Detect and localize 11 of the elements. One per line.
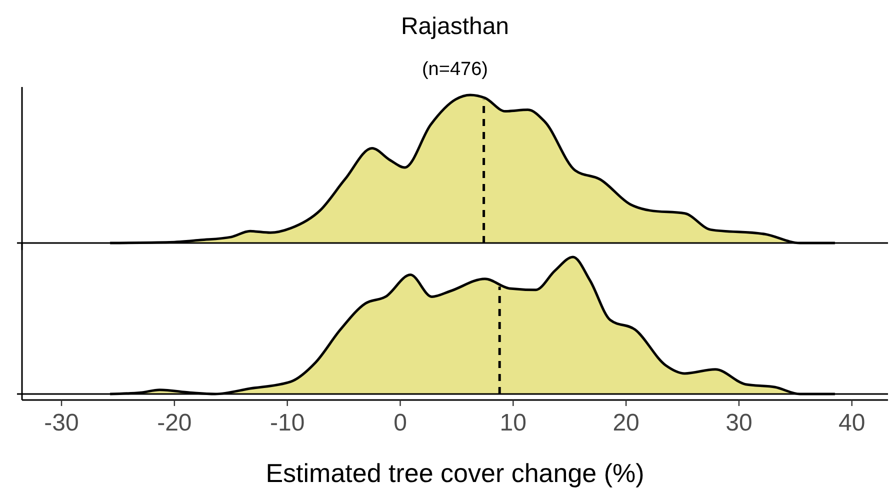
x-tick-label: 10 [500,410,526,437]
chart-subtitle: (n=476) [422,59,488,80]
x-tick-label: 0 [394,410,407,437]
x-tick-label: 30 [726,410,752,437]
x-tick-label: -10 [270,410,305,437]
x-tick-label: 40 [838,410,866,437]
chart-title: Rajasthan [400,13,510,40]
x-tick-label: -30 [44,410,79,437]
x-axis-title: Estimated tree cover change (%) [266,458,644,488]
x-tick-label: 20 [612,410,640,437]
x-tick-label: -20 [157,410,192,437]
